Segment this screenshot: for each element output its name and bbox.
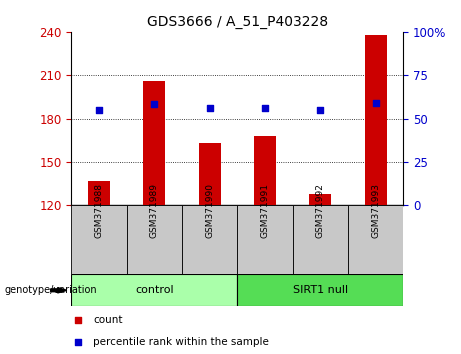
Text: percentile rank within the sample: percentile rank within the sample <box>93 337 269 347</box>
Bar <box>309 194 331 205</box>
Title: GDS3666 / A_51_P403228: GDS3666 / A_51_P403228 <box>147 16 328 29</box>
Bar <box>199 143 221 205</box>
Bar <box>71 274 237 306</box>
Point <box>261 105 269 111</box>
Text: control: control <box>135 285 174 295</box>
Text: GSM371991: GSM371991 <box>260 183 270 239</box>
Bar <box>88 181 110 205</box>
Bar <box>365 35 387 205</box>
Bar <box>71 205 127 274</box>
Bar <box>182 205 237 274</box>
Bar <box>127 205 182 274</box>
Point <box>95 107 103 113</box>
Bar <box>237 205 293 274</box>
Text: count: count <box>93 315 123 325</box>
Point <box>151 101 158 107</box>
Point <box>317 107 324 113</box>
Point <box>74 317 82 322</box>
Bar <box>237 274 403 306</box>
Text: GSM371993: GSM371993 <box>371 183 380 239</box>
Point <box>74 339 82 345</box>
Text: GSM371988: GSM371988 <box>95 183 104 239</box>
Bar <box>348 205 403 274</box>
Text: GSM371990: GSM371990 <box>205 183 214 239</box>
Bar <box>293 205 348 274</box>
Text: GSM371992: GSM371992 <box>316 184 325 239</box>
Point <box>372 100 379 105</box>
Bar <box>254 136 276 205</box>
Text: SIRT1 null: SIRT1 null <box>293 285 348 295</box>
Bar <box>143 81 165 205</box>
Text: GSM371989: GSM371989 <box>150 183 159 239</box>
Text: genotype/variation: genotype/variation <box>5 285 97 295</box>
Point <box>206 105 213 111</box>
